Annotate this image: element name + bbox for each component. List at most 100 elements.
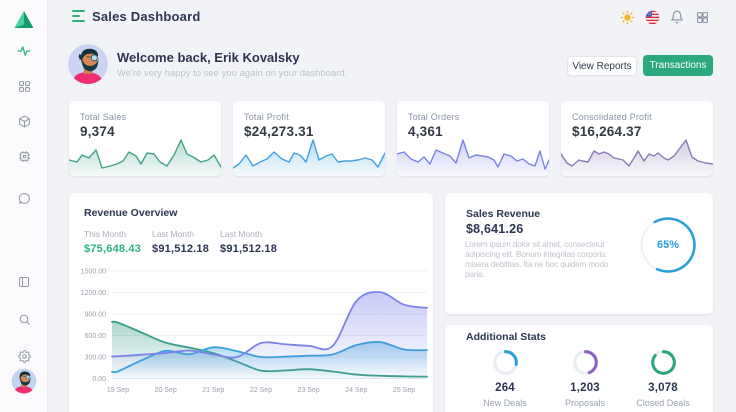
menu-toggle-button[interactable]: [72, 10, 85, 22]
donut-chart-65: [640, 217, 696, 273]
welcome-subtitle: We're very happy to see you again on you…: [117, 68, 348, 79]
header-actions: [619, 9, 710, 25]
revenue-overview-card: Revenue Overview This Month $75,648.43 L…: [69, 193, 433, 412]
mini-donut-chart: [650, 350, 676, 375]
stat-card-total-sales: Total Sales 9,374: [69, 101, 221, 176]
sidebar-item-products[interactable]: [0, 111, 48, 131]
additional-stats-title: Additional Stats: [466, 331, 546, 343]
welcome-avatar-icon: [68, 44, 108, 84]
sidebar-item-activity[interactable]: [0, 41, 48, 61]
revenue-stat-value: $75,648.43: [84, 243, 142, 255]
sidebar-item-grid[interactable]: [0, 76, 48, 96]
stat-card-total-profit: Total Profit $24,273.31: [233, 101, 385, 176]
sidebar: [0, 0, 48, 412]
bell-icon: [671, 10, 683, 24]
stat-card-value: $16,264.37: [572, 124, 642, 139]
svg-text:1200.00: 1200.00: [81, 290, 106, 297]
apps-menu-button[interactable]: [694, 9, 710, 25]
revenue-area-chart: 0.00 300.00 600.00 900.00 1200.00 1500.00 19 S…: [81, 269, 428, 394]
mini-stat-label: Proposals: [564, 398, 606, 408]
svg-text:19 Sep: 19 Sep: [107, 387, 129, 394]
chat-icon: [18, 192, 30, 204]
stat-card-label: Consolidated Profit: [572, 112, 652, 122]
mini-stat-label: Closed Deals: [636, 398, 690, 408]
mini-stat-value: 264: [495, 382, 515, 394]
stat-card-label: Total Orders: [408, 112, 460, 122]
mini-stat-value: 3,078: [648, 382, 678, 394]
hamburger-icon: [72, 10, 85, 12]
sidebar-item-chat[interactable]: [0, 188, 48, 208]
chip-icon: [18, 150, 30, 162]
svg-text:300.00: 300.00: [85, 355, 107, 362]
stat-card-label: Total Profit: [244, 112, 289, 122]
sparkline-chart: [233, 139, 385, 176]
additional-stats-card: Additional Stats 264 New Deals 1,203 Propos…: [445, 325, 713, 412]
language-selector[interactable]: [644, 9, 660, 25]
sidebar-item-system[interactable]: [0, 146, 48, 166]
revenue-stat-label: Last Month: [220, 229, 263, 239]
mini-stat-closed-deals: 3,078 Closed Deals: [628, 349, 698, 408]
mini-stat-proposals: 1,203 Proposals: [550, 349, 620, 408]
page-title: Sales Dashboard: [92, 9, 201, 24]
svg-text:600.00: 600.00: [85, 333, 107, 340]
grid-icon: [18, 80, 30, 92]
svg-text:25 Sep: 25 Sep: [393, 387, 415, 394]
sparkline-chart: [397, 139, 549, 176]
svg-text:21 Sep: 21 Sep: [202, 387, 224, 394]
sales-revenue-title: Sales Revenue: [466, 208, 541, 220]
revenue-stat-last-month: Last Month $91,512.18: [152, 229, 209, 255]
us-flag-icon: [645, 10, 659, 24]
svg-text:23 Sep: 23 Sep: [298, 387, 320, 394]
mini-donut-chart: [572, 350, 598, 375]
revenue-stat-label: This Month: [84, 229, 127, 239]
svg-text:24 Sep: 24 Sep: [345, 387, 367, 394]
gear-icon: [17, 349, 31, 363]
svg-text:900.00: 900.00: [85, 312, 107, 319]
sidebar-item-search[interactable]: [0, 309, 48, 329]
sidebar-user-avatar[interactable]: [11, 368, 36, 394]
book-icon: [19, 277, 29, 287]
sparkline-chart: [69, 139, 221, 176]
stat-card-value: 9,374: [80, 124, 115, 139]
sales-revenue-donut: 65%: [638, 215, 698, 275]
app-logo[interactable]: [0, 10, 48, 30]
svg-text:0.00: 0.00: [92, 376, 106, 383]
sparkline-chart: [561, 139, 713, 176]
notifications-button[interactable]: [669, 9, 685, 25]
transactions-button[interactable]: Transactions: [643, 55, 713, 76]
sidebar-item-settings[interactable]: [0, 346, 48, 366]
cube-icon: [18, 115, 30, 127]
sales-revenue-description: Lorem ipsum dolor sit amet, consectetur …: [465, 239, 609, 279]
theme-toggle-button[interactable]: [619, 9, 635, 25]
view-reports-button[interactable]: View Reports: [567, 56, 637, 76]
revenue-stat-value: $91,512.18: [152, 243, 210, 255]
revenue-overview-title: Revenue Overview: [84, 207, 178, 219]
apps-icon: [696, 11, 708, 23]
revenue-stat-value: $91,512.18: [220, 243, 278, 255]
svg-text:22 Sep: 22 Sep: [250, 387, 272, 394]
mini-donut-chart: [492, 350, 518, 375]
user-avatar: [68, 44, 108, 84]
stat-card-value: $24,273.31: [244, 124, 314, 139]
mini-stat-value: 1,203: [570, 382, 600, 394]
sales-revenue-value: $8,641.26: [466, 222, 524, 236]
stat-card-value: 4,361: [408, 124, 443, 139]
mini-stat-label: New Deals: [483, 398, 527, 408]
activity-icon: [17, 46, 31, 56]
stat-card-total-orders: Total Orders 4,361: [397, 101, 549, 176]
stat-card-consolidated-profit: Consolidated Profit $16,264.37: [561, 101, 713, 176]
mini-stat-new-deals: 264 New Deals: [470, 349, 540, 408]
sales-revenue-card: Sales Revenue $8,641.26 Lorem ipsum dolo…: [445, 193, 713, 314]
user-avatar-icon: [11, 368, 36, 394]
revenue-stat-last-month-2: Last Month $91,512.18: [220, 229, 277, 255]
search-icon: [19, 314, 30, 325]
sales-revenue-percent: 65%: [656, 239, 680, 251]
stat-card-label: Total Sales: [80, 112, 127, 122]
revenue-stat-this-month: This Month $75,648.43: [84, 229, 141, 255]
revenue-stat-label: Last Month: [152, 229, 195, 239]
svg-text:20 Sep: 20 Sep: [155, 387, 177, 394]
welcome-title: Welcome back, Erik Kovalsky: [117, 50, 300, 65]
sun-icon: [620, 10, 634, 24]
sidebar-item-docs[interactable]: [0, 272, 48, 292]
triangle-logo-icon: [14, 11, 34, 28]
